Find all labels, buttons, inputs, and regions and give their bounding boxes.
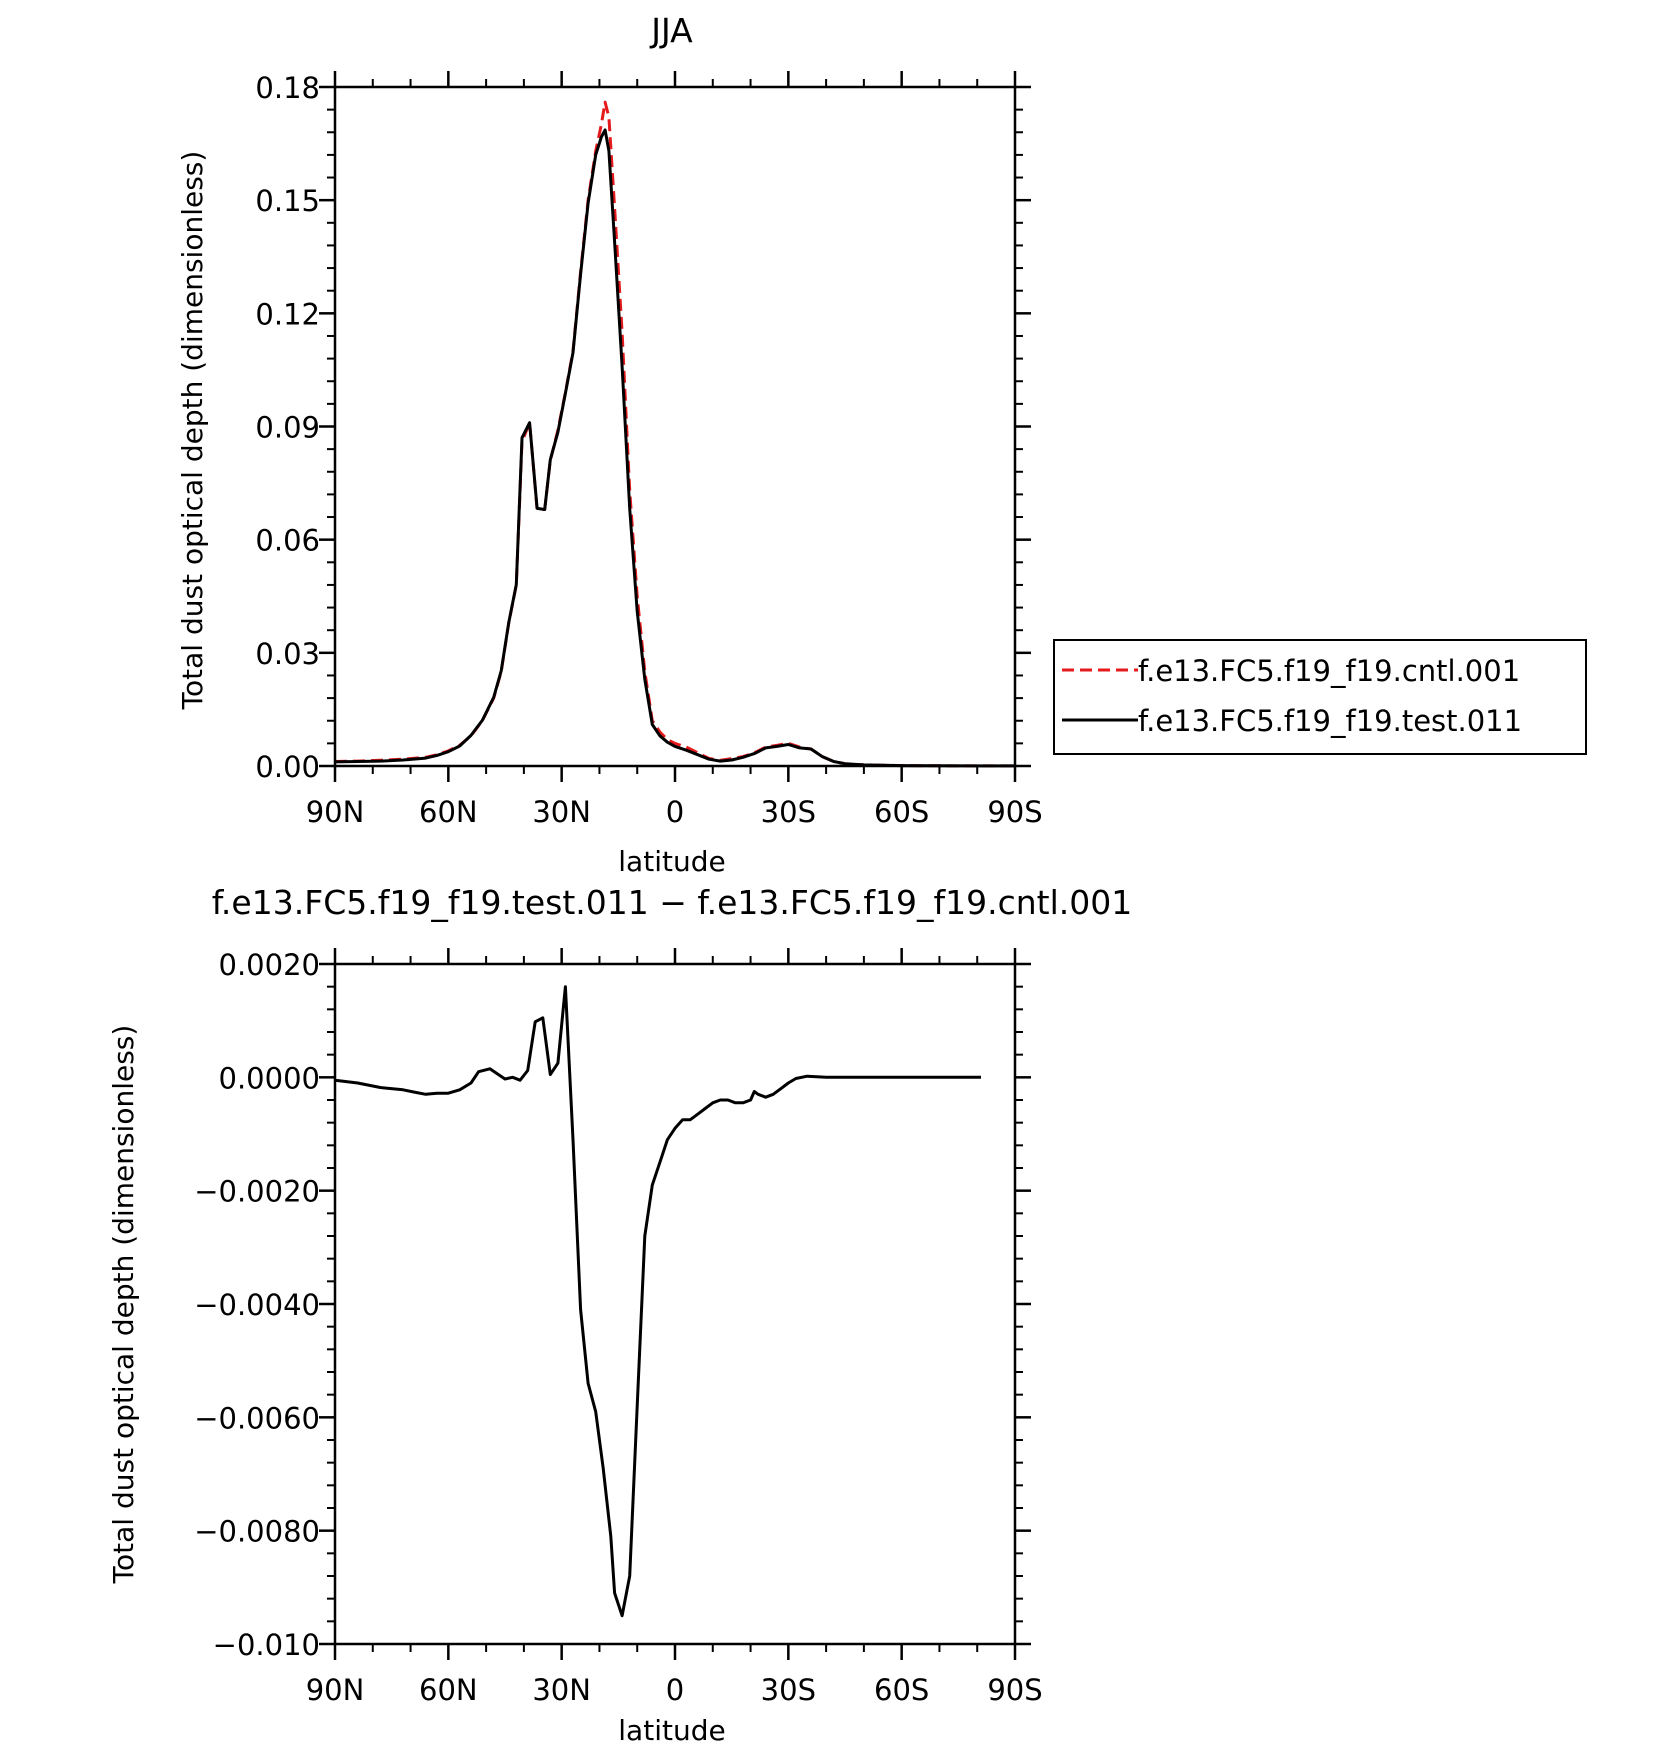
- top-series-line-0: [334, 100, 1015, 768]
- legend: f.e13.FC5.f19_f19.cntl.001 f.e13.FC5.f19…: [1053, 639, 1587, 755]
- top-series-line-1: [334, 128, 1015, 768]
- bottom-x-tick-label: 0: [666, 1673, 684, 1707]
- top-y-tick-label: 0.06: [255, 524, 320, 558]
- top-x-tick-label: 0: [666, 795, 684, 829]
- top-plot-frame: [333, 85, 1017, 768]
- top-y-tick-label: 0.00: [255, 750, 320, 784]
- bottom-plot-frame: [333, 962, 1017, 1646]
- bottom-y-axis-label: Total dust optical depth (dimensionless): [107, 1025, 140, 1585]
- top-series-group: [334, 100, 1015, 768]
- bottom-chart-title: f.e13.FC5.f19_f19.test.011 − f.e13.FC5.f…: [212, 883, 1133, 922]
- top-y-tick-label: 0.03: [255, 637, 320, 671]
- top-x-tick-label: 90S: [987, 795, 1042, 829]
- top-x-tick-label: 30S: [761, 795, 816, 829]
- legend-label-test: f.e13.FC5.f19_f19.test.011: [1138, 704, 1522, 738]
- bottom-x-tick-label: 90S: [987, 1673, 1042, 1707]
- top-x-tick-label: 30N: [532, 795, 591, 829]
- bottom-x-tick-label: 60S: [874, 1673, 929, 1707]
- bottom-x-tick-label: 60N: [419, 1673, 478, 1707]
- bottom-panel: f.e13.FC5.f19_f19.test.011 − f.e13.FC5.f…: [107, 883, 1132, 1747]
- top-y-tick-label: 0.15: [255, 184, 320, 218]
- bottom-y-tick-label: −0.010: [213, 1628, 320, 1662]
- top-y-tick-label: 0.18: [255, 71, 320, 105]
- top-chart-title: JJA: [649, 11, 693, 50]
- bottom-series-line-0: [334, 985, 981, 1618]
- top-x-tick-label: 90N: [306, 795, 365, 829]
- bottom-axes-group: 90N 60N 30N 0 30S 60S 90S 0.0020 0.0000 −0.0020 −0…: [194, 948, 1043, 1707]
- bottom-x-tick-label: 30N: [532, 1673, 591, 1707]
- top-y-tick-label: 0.12: [255, 297, 320, 331]
- bottom-x-tick-label: 90N: [306, 1673, 365, 1707]
- top-x-axis-label: latitude: [618, 845, 725, 878]
- bottom-y-tick-label: 0.0000: [219, 1061, 320, 1095]
- bottom-x-axis-label: latitude: [618, 1714, 725, 1747]
- top-axes-group: 90N 60N 30N 0 30S 60S 90S 0.00 0.03 0.06 0.09 0.12 0…: [255, 71, 1043, 829]
- top-x-tick-label: 60S: [874, 795, 929, 829]
- bottom-y-tick-label: −0.0020: [194, 1175, 320, 1209]
- bottom-y-tick-label: −0.0040: [194, 1288, 320, 1322]
- top-y-tick-label: 0.09: [255, 411, 320, 445]
- bottom-series-group: [334, 985, 981, 1618]
- top-panel: JJA 90N 60N 30N 0 30S 60S 90S 0.00 0.03 0.06 0.09 0…: [176, 11, 1587, 878]
- bottom-y-tick-label: −0.0080: [194, 1515, 320, 1549]
- top-y-axis-label: Total dust optical depth (dimensionless): [176, 151, 209, 711]
- legend-box: [1053, 639, 1587, 755]
- legend-label-cntl: f.e13.FC5.f19_f19.cntl.001: [1138, 654, 1520, 688]
- bottom-y-tick-label: −0.0060: [194, 1401, 320, 1435]
- top-x-tick-label: 60N: [419, 795, 478, 829]
- bottom-y-tick-label: 0.0020: [219, 948, 320, 982]
- bottom-x-tick-label: 30S: [761, 1673, 816, 1707]
